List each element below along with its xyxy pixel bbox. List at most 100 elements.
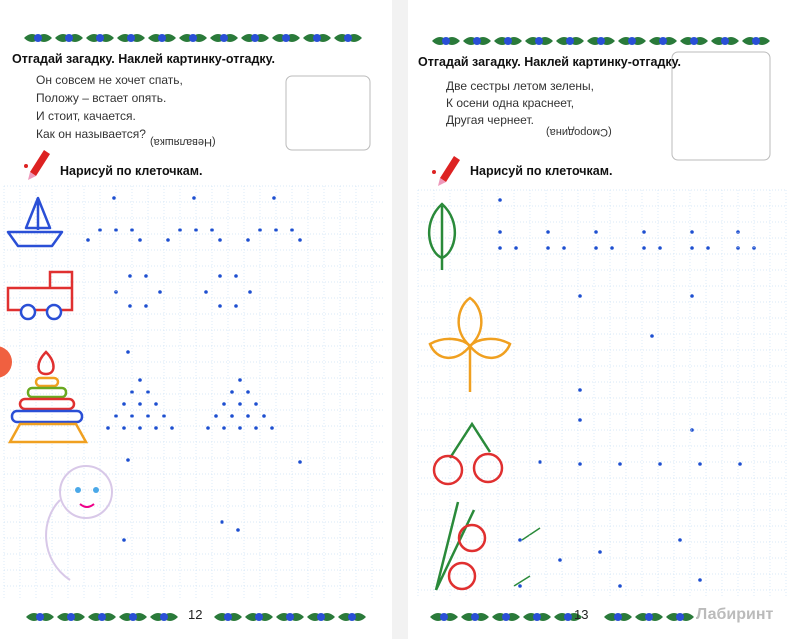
sticker-box	[285, 75, 371, 151]
guide-line	[513, 575, 531, 587]
guide-dot	[114, 228, 118, 232]
ornament	[432, 37, 460, 45]
ornament-flower	[224, 613, 232, 621]
ornament	[334, 34, 362, 42]
gutter	[392, 0, 408, 639]
ornament-flower	[645, 613, 653, 621]
pencil-icon	[24, 150, 50, 180]
guide-dot	[238, 402, 242, 406]
guide-dot	[206, 426, 210, 430]
ornament-flower	[282, 34, 290, 42]
guide-dot	[236, 528, 240, 532]
guide-dot	[248, 290, 252, 294]
guide-dot	[546, 246, 550, 250]
ornament-flower	[34, 34, 42, 42]
picture-currant	[434, 501, 487, 591]
guide-dot	[270, 426, 274, 430]
ornament-flower	[65, 34, 73, 42]
guide-dot	[98, 228, 102, 232]
ornament	[26, 613, 54, 621]
ornament-flower	[690, 37, 698, 45]
ornament-flower	[255, 613, 263, 621]
ornament-flower	[286, 613, 294, 621]
title: Отгадай загадку. Наклей картинку-отгадку…	[418, 55, 681, 69]
guide-dot	[218, 238, 222, 242]
picture-maple	[428, 296, 512, 392]
guide-dot	[144, 274, 148, 278]
picture-cherries	[432, 421, 504, 486]
guide-dot	[230, 390, 234, 394]
ornament-flower	[220, 34, 228, 42]
guide-dot	[594, 246, 598, 250]
guide-dot	[112, 196, 116, 200]
guide-dot	[218, 274, 222, 278]
ornament-flower	[721, 37, 729, 45]
guide-dot	[690, 246, 694, 250]
guide-dot	[130, 228, 134, 232]
guide-dot	[698, 578, 702, 582]
guide-dot	[220, 520, 224, 524]
guide-dot	[138, 378, 142, 382]
guide-dot	[234, 274, 238, 278]
guide-dot	[598, 550, 602, 554]
ornament-flower	[471, 613, 479, 621]
ornament	[57, 613, 85, 621]
guide-dot	[258, 228, 262, 232]
ornament-flower	[752, 37, 760, 45]
guide-dot	[234, 304, 238, 308]
guide-dot	[122, 402, 126, 406]
guide-dot	[158, 290, 162, 294]
guide-dot	[154, 402, 158, 406]
guide-dot	[254, 426, 258, 430]
ornament	[86, 34, 114, 42]
ornament-flower	[158, 34, 166, 42]
guide-dot	[194, 228, 198, 232]
guide-line	[521, 527, 541, 541]
guide-dot	[86, 238, 90, 242]
guide-dot	[272, 196, 276, 200]
ornament	[525, 37, 553, 45]
ornament-flower	[502, 613, 510, 621]
guide-dot	[222, 426, 226, 430]
picture-boat	[6, 196, 64, 248]
riddle-line: Положу – встает опять.	[36, 91, 167, 105]
ornament	[272, 34, 300, 42]
ornament-flower	[442, 37, 450, 45]
ornament	[494, 37, 522, 45]
ornament	[680, 37, 708, 45]
answer: (Неваляшка)	[150, 136, 216, 148]
guide-dot	[618, 584, 622, 588]
ornament	[554, 613, 582, 621]
ornament-flower	[473, 37, 481, 45]
ornament-flower	[317, 613, 325, 621]
guide-dot	[192, 196, 196, 200]
page-number: 12	[188, 607, 203, 622]
ornament	[148, 34, 176, 42]
guide-dot	[518, 584, 522, 588]
ornament-flower	[251, 34, 259, 42]
guide-dot	[222, 402, 226, 406]
ornament	[523, 613, 551, 621]
dot-patterns	[86, 196, 756, 588]
guide-dot	[254, 402, 258, 406]
ornament	[587, 37, 615, 45]
ornament-flower	[614, 613, 622, 621]
guide-dot	[238, 378, 242, 382]
ornament	[241, 34, 269, 42]
guide-dot	[154, 426, 158, 430]
guide-dot	[298, 460, 302, 464]
guide-dot	[214, 414, 218, 418]
ornament-flower	[129, 613, 137, 621]
ornament	[711, 37, 739, 45]
guide-dot	[146, 414, 150, 418]
page-edge-decor	[0, 346, 12, 378]
ornament-flower	[564, 613, 572, 621]
guide-dot	[578, 294, 582, 298]
guide-dot	[610, 246, 614, 250]
guide-dot	[178, 228, 182, 232]
guide-dot	[658, 246, 662, 250]
guide-dot	[498, 246, 502, 250]
ornament-flower	[160, 613, 168, 621]
guide-dot	[658, 462, 662, 466]
